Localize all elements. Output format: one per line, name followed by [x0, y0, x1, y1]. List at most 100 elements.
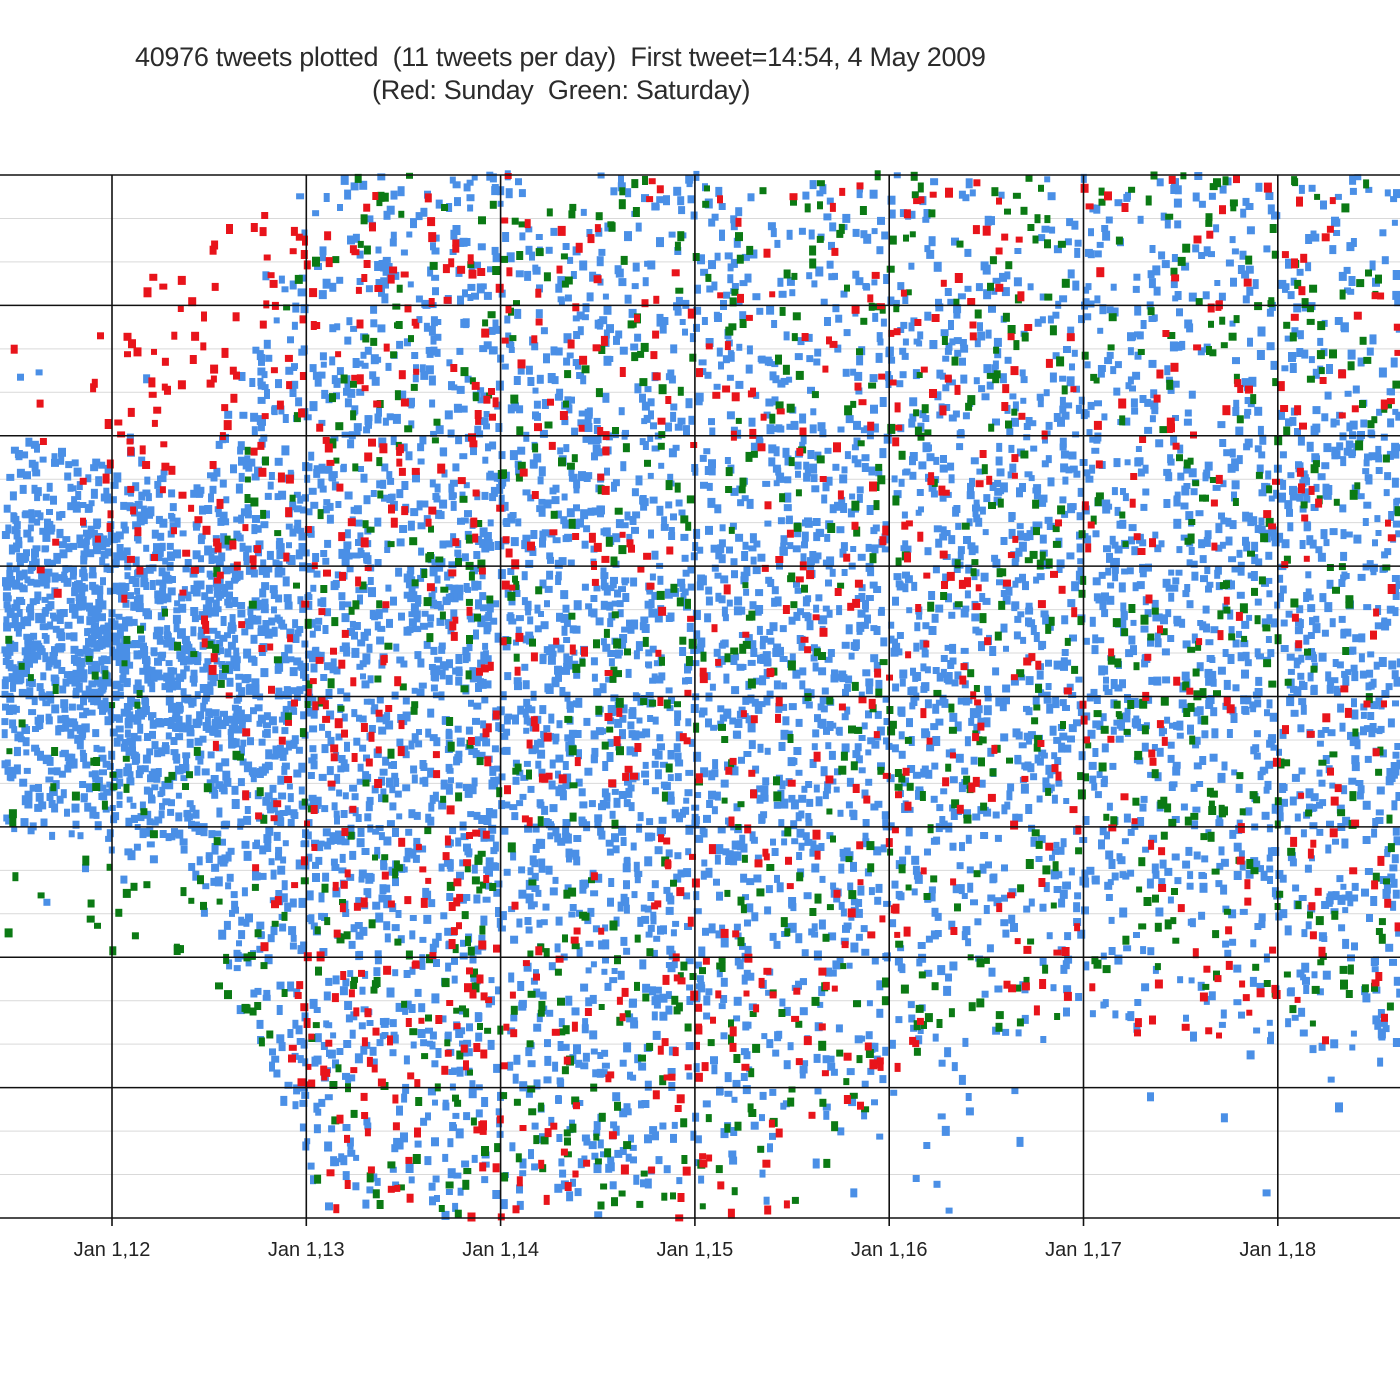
tweet-point-weekday	[462, 289, 468, 298]
tweet-point-weekday	[1349, 1044, 1356, 1051]
tweet-point-weekday	[235, 725, 243, 734]
tweet-point-weekday	[1366, 914, 1373, 922]
tweet-point-weekday	[800, 553, 807, 563]
tweet-point-weekday	[638, 731, 646, 739]
tweet-point-weekday	[281, 765, 288, 775]
tweet-point-weekday	[161, 781, 168, 790]
tweet-point-weekday	[647, 434, 654, 442]
tweet-point-weekday	[742, 695, 750, 705]
tweet-point-weekday	[813, 784, 820, 793]
tweet-point-weekday	[1333, 688, 1341, 698]
tweet-point-weekday	[928, 483, 937, 492]
tweet-point-weekday	[748, 740, 756, 750]
tweet-point-weekday	[380, 277, 388, 286]
tweet-point-weekday	[483, 341, 492, 350]
tweet-point-weekday	[580, 208, 587, 216]
tweet-point-weekday	[705, 586, 713, 595]
tweet-point-weekday	[324, 1141, 333, 1152]
tweet-point-weekday	[175, 812, 183, 822]
tweet-point-weekday	[1027, 763, 1035, 773]
tweet-point-weekday	[237, 602, 246, 609]
tweet-point-weekday	[1151, 407, 1159, 415]
tweet-point-weekday	[870, 404, 878, 414]
tweet-point-weekday	[720, 937, 729, 948]
tweet-point-weekday	[487, 266, 495, 273]
tweet-point-weekday	[227, 731, 234, 740]
tweet-point-weekday	[1055, 779, 1063, 787]
tweet-point-weekday	[343, 1040, 352, 1048]
tweet-point-weekday	[1203, 536, 1211, 547]
tweet-point-weekday	[700, 767, 709, 778]
tweet-point-weekday	[901, 352, 909, 360]
tweet-point-weekday	[337, 688, 345, 695]
tweet-point-weekday	[355, 897, 363, 907]
tweet-point-weekday	[685, 769, 694, 776]
tweet-point-weekday	[612, 845, 620, 854]
tweet-point-weekday	[1165, 609, 1172, 618]
tweet-point-weekday	[24, 647, 31, 655]
tweet-point-weekday	[19, 599, 26, 605]
tweet-point-weekday	[198, 626, 206, 635]
tweet-point-weekday	[1294, 626, 1303, 635]
tweet-point-weekday	[613, 335, 620, 345]
tweet-point-weekday	[154, 590, 162, 599]
tweet-point-weekday	[600, 600, 608, 610]
tweet-point-weekday	[1391, 575, 1400, 582]
tweet-point-weekday	[1299, 680, 1305, 688]
tweet-point-weekday	[668, 950, 676, 960]
tweet-point-weekday	[802, 191, 810, 200]
tweet-point-weekday	[332, 975, 340, 985]
tweet-point-weekday	[351, 793, 359, 801]
tweet-point-weekday	[1153, 286, 1161, 296]
tweet-point-weekday	[1000, 623, 1008, 633]
tweet-point-weekday	[455, 750, 463, 757]
tweet-point-weekday	[401, 481, 409, 490]
tweet-point-weekday	[238, 372, 246, 381]
tweet-point-weekday	[87, 525, 95, 533]
tweet-point-weekday	[356, 388, 365, 396]
tweet-point-weekday	[1150, 400, 1159, 410]
tweet-point-weekday	[1359, 670, 1367, 679]
tweet-point-weekday	[411, 774, 418, 784]
tweet-point-weekday	[1363, 725, 1372, 733]
tweet-point-weekday	[947, 660, 955, 669]
tweet-point-weekday	[85, 685, 92, 695]
tweet-point-weekday	[261, 384, 269, 391]
tweet-point-weekday	[492, 253, 501, 263]
tweet-point-weekday	[1393, 836, 1400, 846]
tweet-point-weekday	[876, 726, 885, 736]
tweet-point-weekday	[375, 912, 384, 923]
tweet-point-weekday	[65, 632, 72, 640]
tweet-point-weekday	[830, 882, 837, 890]
tweet-point-weekday	[479, 527, 488, 538]
tweet-point-weekday	[483, 423, 490, 430]
tweet-point-weekday	[697, 546, 704, 554]
tweet-point-weekday	[592, 444, 601, 453]
tweet-point-weekday	[243, 551, 250, 561]
tweet-point-weekday	[258, 738, 266, 746]
tweet-point-weekday	[979, 863, 987, 874]
tweet-point-weekday	[464, 375, 472, 383]
tweet-point-weekday	[1108, 859, 1116, 869]
tweet-point-weekday	[336, 276, 344, 284]
tweet-point-weekday	[51, 704, 60, 714]
tweet-point-weekday	[335, 733, 343, 741]
tweet-point-weekday	[134, 735, 142, 742]
tweet-point-weekday	[10, 682, 16, 692]
tweet-point-weekday	[1352, 385, 1360, 394]
tweet-point-weekday	[994, 480, 1002, 487]
tweet-point-weekday	[729, 717, 737, 725]
tweet-point-weekday	[1169, 722, 1175, 729]
tweet-point-weekday	[151, 529, 159, 539]
tweet-point-weekday	[231, 799, 240, 809]
tweet-point-weekday	[628, 1134, 634, 1143]
tweet-point-weekday	[582, 435, 590, 443]
tweet-point-weekday	[1329, 618, 1336, 628]
tweet-point-weekday	[265, 565, 273, 573]
tweet-point-weekday	[1069, 465, 1078, 473]
tweet-point-weekday	[900, 321, 908, 329]
tweet-point-weekday	[1220, 517, 1228, 525]
tweet-point-weekday	[488, 779, 496, 790]
tweet-point-weekday	[237, 818, 245, 828]
tweet-point-weekday	[762, 794, 769, 802]
